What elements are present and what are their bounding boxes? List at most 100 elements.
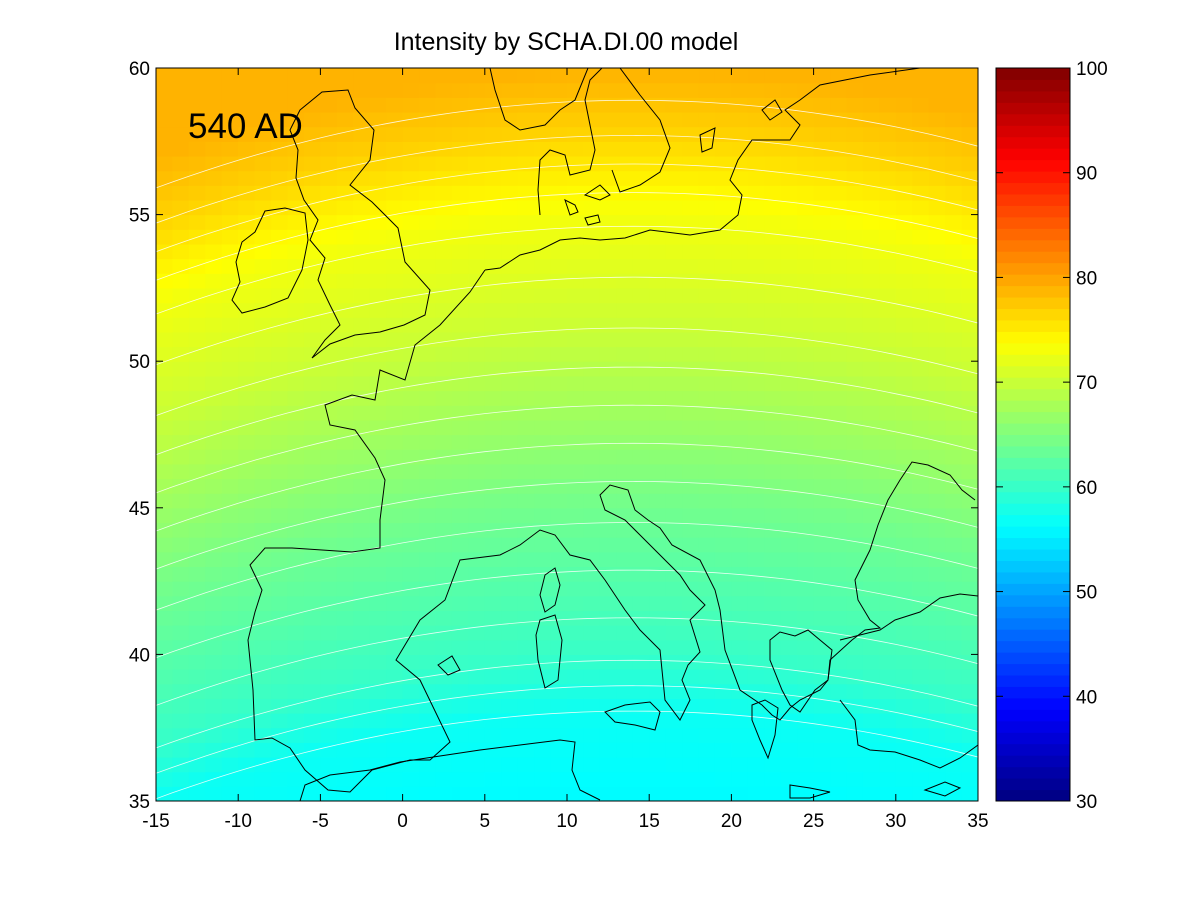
- heatmap-cell: [682, 258, 700, 274]
- heatmap-cell: [484, 581, 502, 597]
- heatmap-cell: [862, 654, 880, 670]
- heatmap-cell: [386, 595, 404, 612]
- heatmap-cell: [386, 331, 404, 348]
- heatmap-cell: [484, 287, 502, 304]
- heatmap-cell: [731, 551, 749, 568]
- heatmap-cell: [271, 155, 289, 172]
- heatmap-cell: [879, 258, 897, 274]
- heatmap-cell: [419, 595, 437, 612]
- heatmap-cell: [747, 155, 765, 172]
- heatmap-cell: [830, 727, 848, 743]
- heatmap-cell: [747, 786, 765, 801]
- heatmap-cell: [813, 390, 831, 406]
- y-tick-label: 50: [129, 352, 150, 373]
- heatmap-cell: [386, 170, 404, 186]
- heatmap-cell: [369, 258, 387, 274]
- colorbar-band: [996, 514, 1070, 527]
- heatmap-cell: [303, 551, 321, 568]
- heatmap-cell: [912, 434, 930, 450]
- heatmap-cell: [369, 742, 387, 758]
- heatmap-cell: [484, 302, 502, 318]
- heatmap-cell: [386, 82, 404, 98]
- heatmap-cell: [419, 478, 437, 494]
- heatmap-cell: [879, 375, 897, 392]
- heatmap-cell: [419, 346, 437, 362]
- heatmap-cell: [632, 346, 650, 362]
- heatmap-cell: [682, 610, 700, 626]
- heatmap-cell: [961, 683, 978, 699]
- heatmap-cell: [879, 683, 897, 699]
- heatmap-cell: [879, 331, 897, 348]
- y-tick-label: 45: [129, 499, 150, 520]
- heatmap-cell: [813, 243, 831, 260]
- heatmap-cell: [912, 625, 930, 641]
- heatmap-cell: [451, 419, 469, 436]
- heatmap-cell: [665, 214, 683, 230]
- heatmap-cell: [583, 258, 601, 274]
- heatmap-cell: [912, 199, 930, 216]
- heatmap-cell: [665, 786, 683, 801]
- heatmap-cell: [714, 317, 732, 333]
- heatmap-cell: [895, 522, 913, 538]
- heatmap-cell: [945, 434, 963, 450]
- heatmap-cell: [501, 331, 519, 348]
- heatmap-cell: [435, 639, 453, 655]
- heatmap-cell: [649, 361, 667, 377]
- heatmap-cell: [188, 654, 206, 670]
- heatmap-cell: [156, 361, 174, 377]
- heatmap-cell: [534, 522, 552, 538]
- heatmap-cell: [961, 346, 978, 362]
- heatmap-cell: [862, 185, 880, 201]
- heatmap-cell: [484, 507, 502, 524]
- heatmap-cell: [813, 346, 831, 362]
- heatmap-cell: [797, 258, 815, 274]
- heatmap-cell: [780, 155, 798, 172]
- heatmap-cell: [451, 229, 469, 245]
- heatmap-cell: [484, 463, 502, 480]
- heatmap-cell: [797, 97, 815, 113]
- heatmap-cell: [879, 141, 897, 157]
- heatmap-cell: [846, 639, 864, 655]
- heatmap-cell: [254, 463, 272, 480]
- heatmap-cell: [517, 375, 535, 392]
- heatmap-cell: [731, 170, 749, 186]
- heatmap-cell: [649, 229, 667, 245]
- heatmap-cell: [320, 551, 338, 568]
- heatmap-cell: [682, 390, 700, 406]
- heatmap-cell: [320, 243, 338, 260]
- heatmap-cell: [945, 551, 963, 568]
- heatmap-cell: [271, 581, 289, 597]
- heatmap-cell: [303, 566, 321, 582]
- heatmap-cell: [271, 214, 289, 230]
- heatmap-cell: [188, 317, 206, 333]
- heatmap-cell: [156, 346, 174, 362]
- heatmap-cell: [419, 273, 437, 289]
- heatmap-cell: [386, 214, 404, 230]
- heatmap-cell: [353, 375, 371, 392]
- heatmap-cell: [369, 507, 387, 524]
- heatmap-cell: [188, 243, 206, 260]
- heatmap-cell: [616, 243, 634, 260]
- heatmap-cell: [682, 757, 700, 773]
- heatmap-cell: [468, 698, 486, 714]
- contour-line: [156, 569, 978, 659]
- heatmap-cell: [534, 68, 552, 84]
- heatmap-cell: [501, 610, 519, 626]
- heatmap-cell: [862, 287, 880, 304]
- heatmap-cell: [254, 243, 272, 260]
- colorbar-band: [996, 239, 1070, 252]
- heatmap-cell: [846, 405, 864, 421]
- heatmap-cell: [501, 478, 519, 494]
- heatmap-cell: [369, 97, 387, 113]
- heatmap-cell: [583, 522, 601, 538]
- coastline-jutland: [489, 68, 589, 131]
- heatmap-cell: [780, 302, 798, 318]
- heatmap-cell: [501, 287, 519, 304]
- heatmap-cell: [698, 287, 716, 304]
- heatmap-cell: [271, 405, 289, 421]
- heatmap-cell: [830, 551, 848, 568]
- heatmap-cell: [682, 522, 700, 538]
- heatmap-cell: [205, 126, 223, 142]
- heatmap-cell: [928, 331, 946, 348]
- heatmap-cell: [188, 551, 206, 568]
